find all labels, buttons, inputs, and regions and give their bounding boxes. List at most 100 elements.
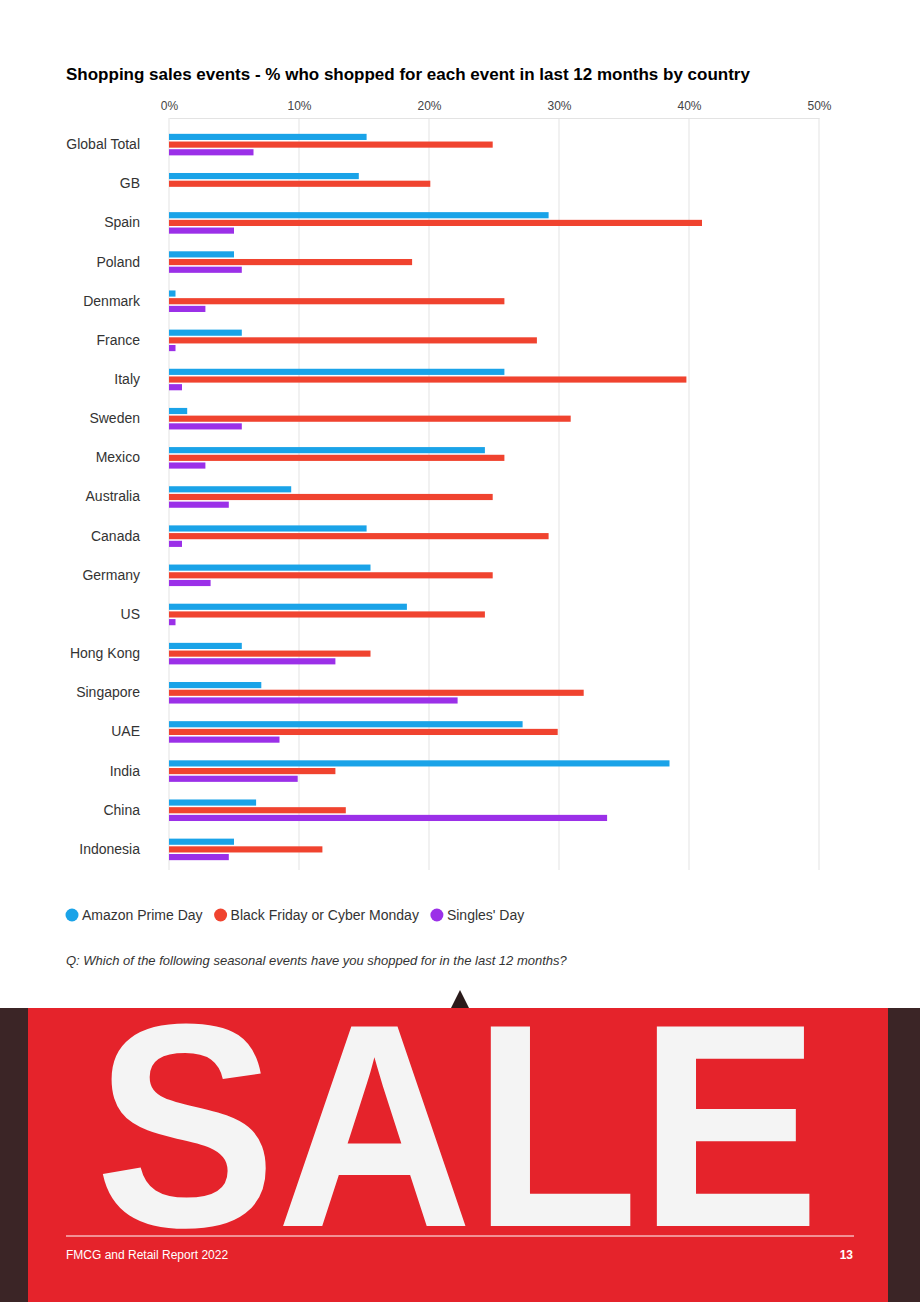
- tick: Global Total: [66, 136, 140, 152]
- grid-line: [689, 118, 690, 870]
- tick: Poland: [96, 254, 140, 270]
- tick: Spain: [104, 214, 140, 230]
- bar: [169, 565, 371, 571]
- category-label: France: [96, 332, 140, 348]
- x-axis: 0% 10% 20% 30% 40% 50%: [161, 99, 832, 119]
- bar: [169, 306, 205, 312]
- category-label: US: [121, 606, 140, 622]
- bar: [169, 337, 537, 343]
- y-axis: Global Total GB Spain Poland Denmark France It…: [66, 136, 141, 857]
- bar: [169, 580, 211, 586]
- bar: [169, 737, 280, 743]
- category-label: Germany: [82, 567, 140, 583]
- legend: Amazon Prime Day Black Friday or Cyber Mo…: [66, 907, 525, 923]
- bar: [169, 619, 176, 625]
- category-label: Spain: [104, 214, 140, 230]
- legend-swatch: [214, 909, 227, 922]
- tick: Mexico: [96, 449, 141, 465]
- tick-label: 0%: [161, 99, 179, 113]
- legend-label: Amazon Prime Day: [82, 907, 203, 923]
- category-label: Indonesia: [79, 841, 140, 857]
- bar: [169, 494, 493, 500]
- bar: [169, 658, 335, 664]
- bar: [169, 173, 359, 179]
- tick: 50%: [807, 99, 831, 118]
- tick: Germany: [82, 567, 140, 583]
- bar: [169, 533, 549, 539]
- bar: [169, 682, 261, 688]
- tick: India: [110, 763, 141, 779]
- tick: Italy: [114, 371, 140, 387]
- tick: Denmark: [83, 293, 141, 309]
- category-label: Poland: [96, 254, 140, 270]
- bar: [169, 604, 407, 610]
- page: Shopping sales events - % who shopped fo…: [0, 0, 920, 1302]
- bar: [169, 384, 182, 390]
- legend-swatch: [430, 909, 443, 922]
- bar: [169, 181, 430, 187]
- bar: [169, 416, 571, 422]
- bar: [169, 799, 256, 805]
- tick-label: 10%: [287, 99, 311, 113]
- tick: 40%: [677, 99, 701, 118]
- bar: [169, 455, 504, 461]
- bar: [169, 611, 485, 617]
- category-label: Sweden: [89, 410, 140, 426]
- bar: [169, 846, 322, 852]
- tick: 20%: [417, 99, 441, 118]
- bar: [169, 839, 234, 845]
- legend-item: Black Friday or Cyber Monday: [214, 907, 419, 923]
- bar: [169, 541, 182, 547]
- bar: [169, 369, 504, 375]
- bar: [169, 721, 523, 727]
- category-label: China: [103, 802, 140, 818]
- tick: GB: [120, 175, 140, 191]
- grid-line: [559, 118, 560, 870]
- tick: UAE: [111, 723, 140, 739]
- tick: 30%: [547, 99, 571, 118]
- tick: China: [103, 802, 140, 818]
- legend-label: Black Friday or Cyber Monday: [231, 907, 419, 923]
- bar: [169, 267, 242, 273]
- bar: [169, 251, 234, 257]
- category-label: Global Total: [66, 136, 140, 152]
- bar: [169, 228, 234, 234]
- banner: SALEFMCG and Retail Report 202213: [0, 963, 920, 1302]
- bar: [169, 572, 493, 578]
- tick: Canada: [91, 528, 140, 544]
- tick-label: 30%: [547, 99, 571, 113]
- tick: 10%: [287, 99, 311, 118]
- bar: [169, 815, 607, 821]
- bar: [169, 423, 242, 429]
- tick-label: 20%: [417, 99, 441, 113]
- bar: [169, 651, 371, 657]
- bar: [169, 290, 176, 296]
- bar: [169, 298, 504, 304]
- legend-label: Singles' Day: [447, 907, 524, 923]
- legend-item: Amazon Prime Day: [66, 907, 203, 923]
- tick-label: 40%: [677, 99, 701, 113]
- category-label: GB: [120, 175, 140, 191]
- bar: [169, 259, 412, 265]
- tick-label: 50%: [807, 99, 831, 113]
- tick: 0%: [161, 99, 179, 118]
- legend-item: Singles' Day: [430, 907, 524, 923]
- tick: Indonesia: [79, 841, 140, 857]
- grid-line: [819, 118, 820, 870]
- bar: [169, 330, 242, 336]
- bar: [169, 149, 254, 155]
- axis-line: [170, 118, 820, 119]
- bar: [169, 408, 187, 414]
- bar: [169, 807, 346, 813]
- banner-text: SALE: [95, 963, 820, 1287]
- bar: [169, 525, 367, 531]
- bar: [169, 134, 367, 140]
- bars: [169, 134, 702, 860]
- category-label: Canada: [91, 528, 140, 544]
- tick: Hong Kong: [70, 645, 140, 661]
- bar: [169, 690, 584, 696]
- bar: [169, 462, 205, 468]
- bar: [169, 729, 558, 735]
- bar: [169, 447, 485, 453]
- bar: [169, 212, 549, 218]
